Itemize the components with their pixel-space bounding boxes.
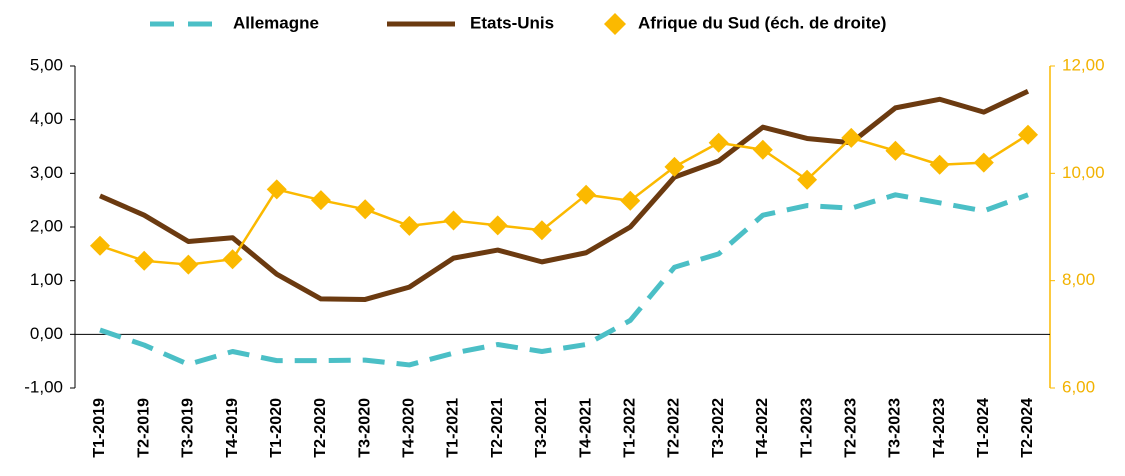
marker — [399, 215, 420, 236]
x-tick-label: T3-2022 — [710, 398, 727, 458]
marker — [1018, 124, 1038, 145]
x-tick-label: T2-2022 — [666, 398, 683, 458]
marker — [841, 127, 862, 148]
y2-tick-label: 8,00 — [1062, 270, 1095, 289]
x-tick-label: T1-2019 — [91, 398, 108, 458]
marker — [90, 235, 110, 256]
y-tick-label: 5,00 — [30, 55, 63, 74]
y-tick-label: -1,00 — [24, 377, 63, 396]
marker — [664, 156, 685, 177]
marker — [487, 215, 508, 236]
x-tick-label: T4-2022 — [754, 398, 771, 458]
marker — [310, 190, 331, 211]
marker — [531, 220, 552, 241]
y-tick-label: 1,00 — [30, 270, 63, 289]
y2-tick-label: 6,00 — [1062, 377, 1095, 396]
x-tick-label: T4-2020 — [401, 398, 418, 458]
marker — [266, 179, 287, 200]
marker — [134, 250, 155, 271]
series-line — [99, 192, 1029, 368]
marker — [929, 154, 950, 175]
legend-marker — [604, 13, 626, 35]
x-tick-label: T1-2023 — [798, 398, 815, 458]
y2-tick-label: 10,00 — [1062, 163, 1105, 182]
x-tick-label: T1-2024 — [975, 398, 992, 458]
marker — [708, 132, 729, 153]
x-tick-label: T2-2019 — [135, 398, 152, 458]
x-tick-label: T3-2023 — [887, 398, 904, 458]
marker — [443, 210, 464, 231]
legend-label: Etats-Unis — [470, 13, 554, 32]
series-line — [98, 88, 1030, 302]
marker — [973, 152, 994, 173]
marker — [222, 249, 243, 270]
x-tick-label: T4-2019 — [224, 398, 241, 458]
x-tick-label: T3-2020 — [356, 398, 373, 458]
y-tick-label: 3,00 — [30, 163, 63, 182]
x-tick-label: T2-2023 — [842, 398, 859, 458]
x-tick-label: T2-2020 — [312, 398, 329, 458]
x-tick-label: T4-2023 — [931, 398, 948, 458]
x-tick-label: T1-2021 — [445, 398, 462, 458]
y-tick-label: 2,00 — [30, 216, 63, 235]
x-tick-label: T1-2022 — [622, 398, 639, 458]
x-tick-label: T3-2021 — [533, 398, 550, 458]
x-tick-label: T3-2019 — [180, 398, 197, 458]
marker — [355, 199, 376, 220]
series-line — [99, 133, 1029, 266]
x-tick-label: T1-2020 — [268, 398, 285, 458]
y-tick-label: 0,00 — [30, 324, 63, 343]
marker — [178, 254, 199, 275]
x-tick-label: T2-2024 — [1019, 398, 1036, 458]
x-tick-label: T2-2021 — [489, 398, 506, 458]
y2-tick-label: 12,00 — [1062, 55, 1105, 74]
marker — [576, 184, 597, 205]
legend-label: Afrique du Sud (éch. de droite) — [638, 13, 886, 32]
marker — [620, 190, 641, 211]
marker — [797, 169, 818, 190]
legend-label: Allemagne — [233, 13, 319, 32]
y-tick-label: 4,00 — [30, 109, 63, 128]
x-tick-label: T4-2021 — [577, 398, 594, 458]
marker — [752, 139, 773, 160]
marker — [885, 140, 906, 161]
